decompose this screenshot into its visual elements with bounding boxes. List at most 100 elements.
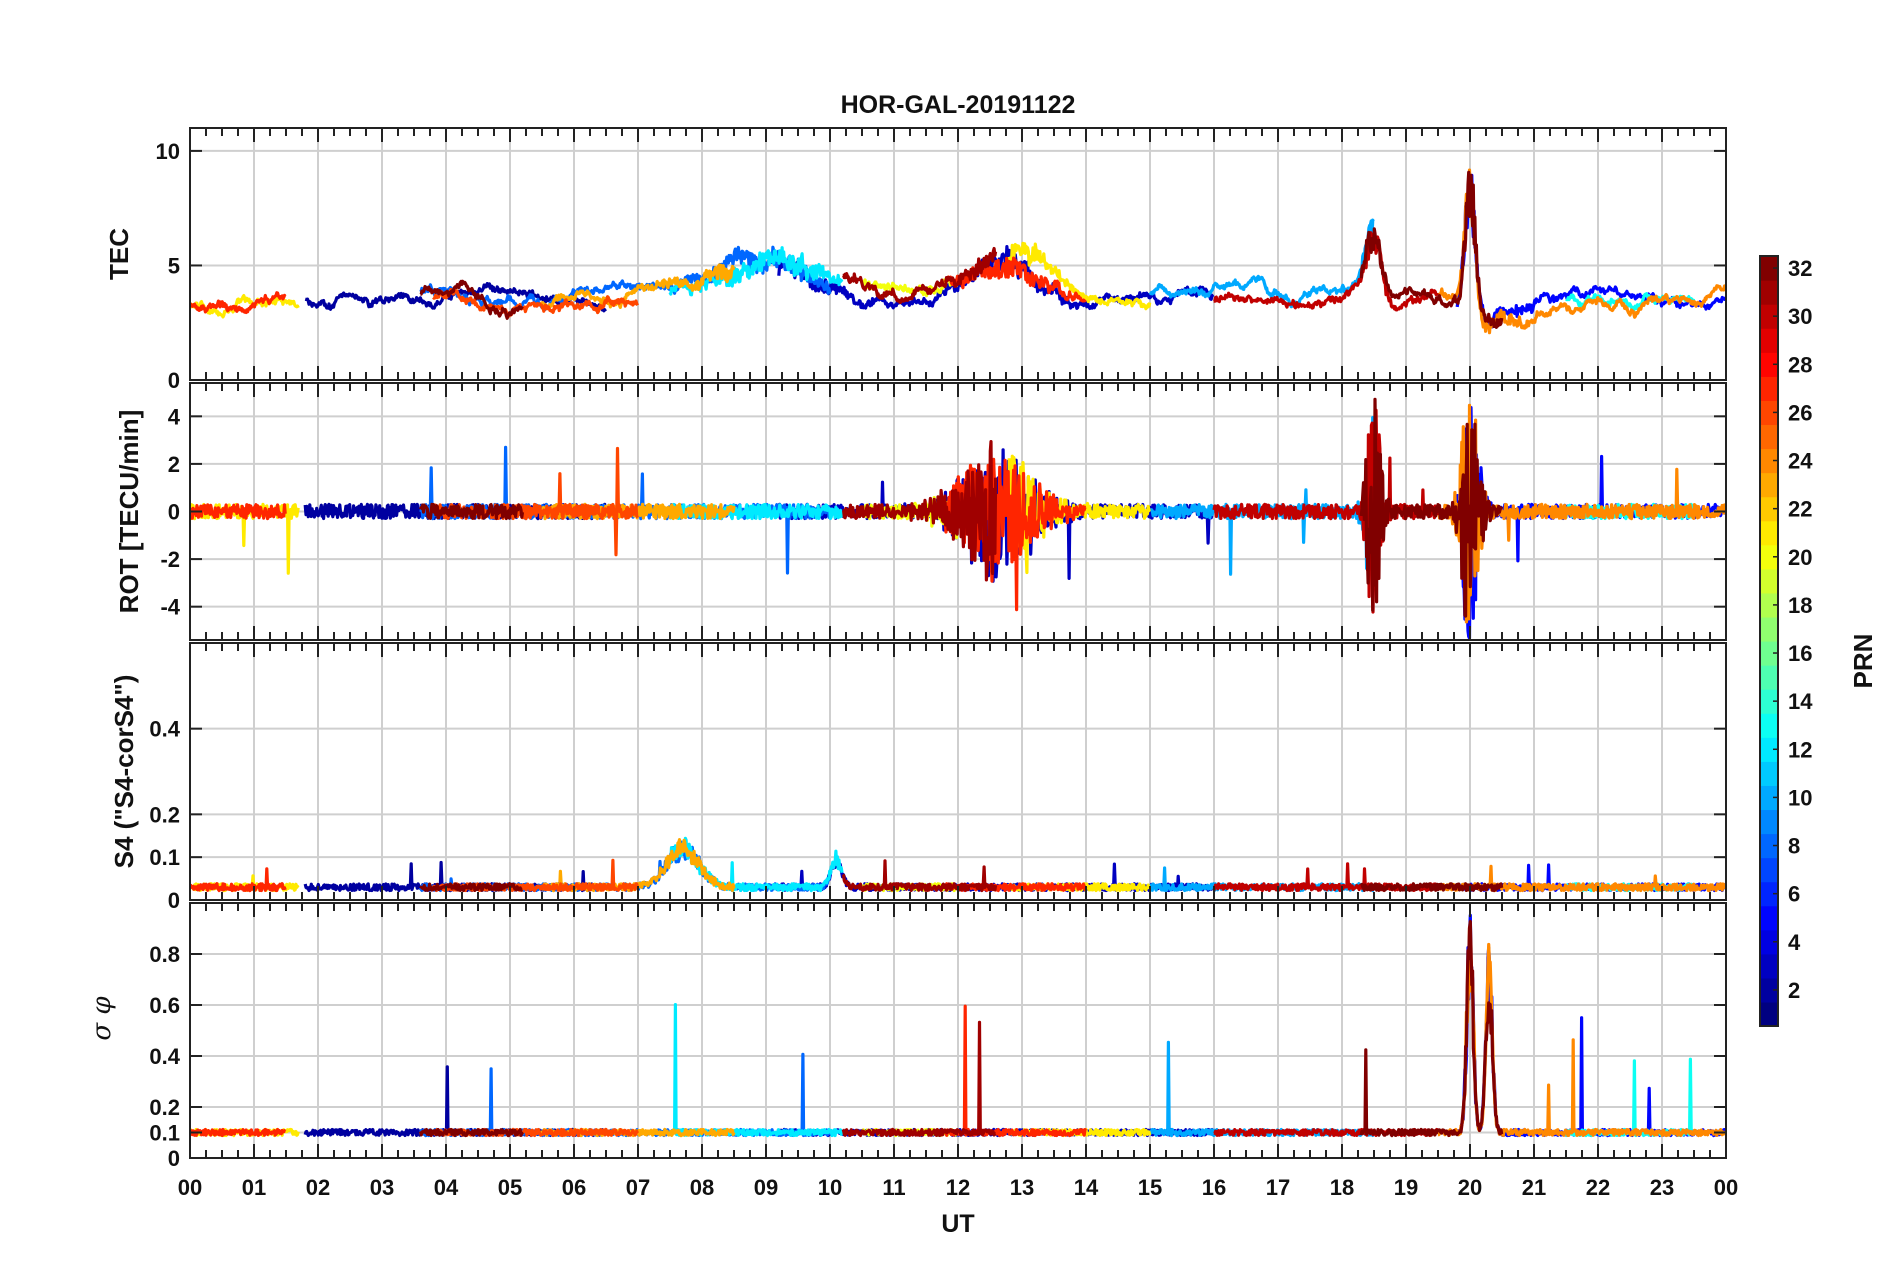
x-tick-label: 14 (1074, 1175, 1099, 1200)
x-tick-label: 11 (882, 1175, 905, 1200)
grid (190, 643, 1726, 900)
colorbar-segment (1760, 424, 1778, 450)
ticks (189, 383, 1727, 640)
x-tick-label: 10 (818, 1175, 842, 1200)
colorbar-segment (1760, 448, 1778, 474)
y-tick-label: -2 (160, 547, 180, 572)
x-tick-label: 06 (562, 1175, 586, 1200)
y-axis-label: TEC (104, 228, 134, 280)
colorbar-tick-label: 18 (1788, 593, 1812, 618)
series-line-prn-21 (1007, 454, 1151, 575)
colorbar-tick-label: 26 (1788, 400, 1812, 425)
series-line-prn-27 (190, 867, 287, 893)
series-line-prn-21 (1007, 241, 1152, 311)
series-line-prn-31 (841, 859, 998, 893)
panel-rot: -4 -2 0 2 4 ROT [TECU/min] (114, 382, 1727, 641)
y-tick-label: 2 (168, 452, 180, 477)
colorbar-tick-label: 10 (1788, 785, 1812, 810)
colorbar-segment (1760, 833, 1778, 859)
colorbar-segment (1760, 737, 1778, 762)
colorbar-segment (1760, 857, 1778, 883)
y-axis-label: ROT [TECU/min] (114, 410, 144, 614)
series-line-prn-27 (190, 503, 287, 521)
x-tick-label: 17 (1266, 1175, 1290, 1200)
x-tick-label: 22 (1586, 1175, 1610, 1200)
y-tick-label: 0 (168, 368, 180, 393)
series-line-prn-31 (841, 440, 998, 582)
x-tick-label: 21 (1522, 1175, 1546, 1200)
y-tick-label: 0.4 (149, 1044, 180, 1069)
colorbar-tick-label: 6 (1788, 882, 1800, 907)
colorbar-frame (1759, 255, 1779, 1027)
series-tec (190, 168, 1726, 335)
series-line-prn-27 (943, 256, 1087, 303)
colorbar-tick-label: 30 (1788, 304, 1812, 329)
x-tick-label: 19 (1394, 1175, 1418, 1200)
panel-tec: 0 5 10 TEC (104, 127, 1727, 393)
series-line-prn-26 (432, 287, 639, 318)
series-sigma-phi (190, 913, 1726, 1138)
colorbar-tick-label: 20 (1788, 545, 1812, 570)
y-tick-label: 0.1 (149, 845, 180, 870)
x-tick-label: 15 (1138, 1175, 1162, 1200)
panel-s4: 0 0.1 0.2 0.4 S4 ("S4-corS4") (109, 642, 1727, 913)
y-tick-label: 10 (156, 139, 180, 164)
series-line-prn-32 (1360, 882, 1504, 893)
colorbar-segment (1760, 304, 1778, 329)
y-tick-label: 5 (168, 253, 180, 278)
series-line-prn-20 (861, 277, 959, 298)
series-line-prn-27 (190, 291, 287, 315)
series-line-prn-10 (1148, 218, 1375, 309)
series-rot (190, 397, 1726, 640)
series-line-prn-27 (190, 1127, 287, 1138)
colorbar-tick-label: 32 (1788, 256, 1812, 281)
colorbar-tick-label: 4 (1788, 930, 1801, 955)
colorbar-segment (1760, 689, 1778, 714)
series-line-prn-32 (1359, 919, 1504, 1138)
y-tick-label: 0.4 (149, 717, 180, 742)
colorbar-segment (1760, 592, 1778, 618)
y-tick-label: 0.6 (149, 993, 180, 1018)
colorbar-segment (1760, 881, 1778, 907)
y-tick-label: 0.2 (149, 802, 180, 827)
colorbar-tick-label: 22 (1788, 497, 1812, 522)
x-tick-label: 04 (434, 1175, 459, 1200)
colorbar-tick-label: 2 (1788, 978, 1800, 1003)
ticks (189, 128, 1727, 381)
colorbar-segment (1760, 785, 1778, 811)
series-line-prn-30 (1213, 230, 1439, 312)
x-tick-label: 02 (306, 1175, 330, 1200)
grid (190, 128, 1726, 380)
colorbar-tick-label: 28 (1788, 352, 1812, 377)
y-tick-label: 0.2 (149, 1095, 180, 1120)
colorbar-segment (1760, 809, 1778, 835)
colorbar-segment (1760, 761, 1778, 786)
x-tick-label: 00 (178, 1175, 202, 1200)
chart-title: HOR-GAL-20191122 (841, 91, 1076, 119)
x-tick-label: 08 (690, 1175, 714, 1200)
x-tick-label: 23 (1650, 1175, 1674, 1200)
y-tick-label: 0.1 (149, 1121, 180, 1146)
colorbar-tick-label: 12 (1788, 737, 1812, 762)
colorbar-segment (1760, 376, 1778, 401)
colorbar-segment (1760, 352, 1778, 377)
series-line-prn-24 (1437, 168, 1726, 335)
colorbar-segment (1760, 496, 1778, 522)
y-tick-label: 0 (168, 888, 180, 913)
series-line-prn-12 (668, 836, 844, 893)
series-line-prn-32 (418, 502, 525, 521)
series-line-prn-23 (540, 263, 736, 310)
series-line-prn-32 (419, 882, 524, 893)
series-line-prn-32 (1359, 170, 1504, 329)
colorbar-segment (1760, 713, 1778, 738)
series-line-prn-31 (841, 1020, 997, 1138)
y-tick-label: 0 (168, 500, 180, 525)
colorbar-segment (1760, 472, 1778, 498)
colorbar-segment (1760, 929, 1778, 955)
series-line-prn-32 (419, 279, 524, 320)
colorbar-segment (1760, 616, 1778, 642)
x-tick-label: 20 (1458, 1175, 1482, 1200)
panel-sigma-phi: 00.10.2 0.4 0.6 0.8 σ φ (87, 902, 1727, 1171)
series-line-prn-30 (1212, 408, 1440, 614)
